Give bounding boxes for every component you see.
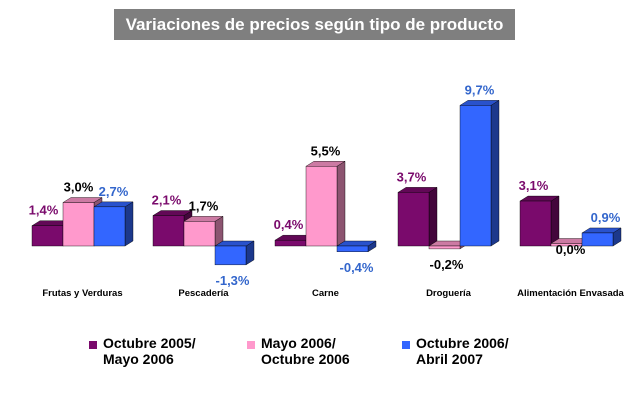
category-pescaderia: 2,1% 1,7% -1,3%Pescadería [152,193,255,299]
bar-front [31,225,64,247]
bar-front [459,105,492,247]
bar-front [152,215,185,247]
bar-front [305,166,338,247]
bar-front [519,200,552,247]
data-label: 9,7% [465,82,495,97]
bar-side [550,195,560,247]
category-label: Alimentación Envasada [517,288,624,299]
data-label: 0,0% [556,242,586,257]
data-label: 2,1% [152,193,182,208]
data-label: 3,0% [64,180,94,195]
bar-front [581,232,614,247]
bar-front [62,202,95,247]
category-label: Droguería [426,288,472,299]
bar [93,201,134,247]
bar-side [336,160,346,247]
bar-front [214,245,247,266]
data-label: 0,4% [274,217,304,232]
data-label: 1,7% [189,198,219,213]
data-label: -0,4% [340,260,374,275]
category-alimentacion-envasada: 3,1% 0,0% 0,9% Alimentación Envasada [517,178,624,299]
bar-front [428,245,461,250]
bar [305,160,346,247]
category-label: Pescadería [178,288,229,299]
category-carne: 0,4% 5,5% -0,4% Carne [274,143,377,299]
bar-front [183,221,216,247]
category-label: Carne [312,288,339,299]
bar [214,240,255,266]
bar-side [490,99,500,247]
chart-title: Variaciones de precios según tipo de pro… [114,9,515,40]
bar-front [93,206,126,247]
data-label: -1,3% [216,273,250,288]
category-drogueria: 3,7% -0,2% 9,7% Droguería [397,82,500,299]
bar-front [336,245,369,253]
data-label: 1,4% [29,203,59,218]
data-label: -0,2% [430,257,464,272]
data-label: 3,1% [519,178,549,193]
category-frutas-y-verduras: 1,4% 3,0% 2,7% Frutas y Verduras [29,180,134,299]
bar-side [124,201,134,247]
bar-front [397,192,430,247]
bar [459,99,500,247]
bar-front [274,239,307,247]
bar-side [428,186,438,247]
bar [581,227,622,247]
bar [183,215,224,247]
bar [397,186,438,247]
bar [336,240,377,253]
bar [519,195,560,247]
data-label: 0,9% [591,210,621,225]
data-label: 2,7% [99,184,129,199]
data-label: 5,5% [311,143,341,158]
data-label: 3,7% [397,169,427,184]
category-label: Frutas y Verduras [42,288,122,299]
